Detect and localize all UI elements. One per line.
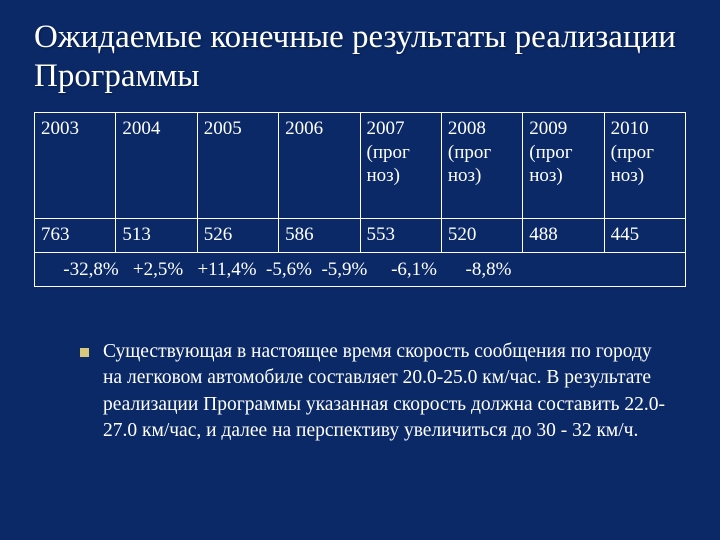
value-cell: 763	[35, 218, 116, 252]
year-cell: 2008 (прогноз)	[441, 112, 522, 218]
bullet-list: Существующая в настоящее время скорость …	[34, 339, 686, 444]
list-item: Существующая в настоящее время скорость …	[80, 339, 672, 444]
year-cell: 2007 (прогноз)	[360, 112, 441, 218]
year-cell: 2009 (прогноз)	[523, 112, 604, 218]
year-cell: 2005	[197, 112, 278, 218]
year-cell: 2010 (прогноз)	[604, 112, 685, 218]
value-cell: 445	[604, 218, 685, 252]
year-cell: 2003	[35, 112, 116, 218]
year-cell: 2006	[279, 112, 360, 218]
value-cell: 526	[197, 218, 278, 252]
value-cell: 553	[360, 218, 441, 252]
value-cell: 586	[279, 218, 360, 252]
table-row: 2003 2004 2005 2006 2007 (прогноз) 2008 …	[35, 112, 686, 218]
value-cell: 488	[523, 218, 604, 252]
year-cell: 2004	[116, 112, 197, 218]
change-cell: -32,8% +2,5% +11,4% -5,6% -5,9% -6,1% -8…	[35, 252, 686, 286]
table-row: 763 513 526 586 553 520 488 445	[35, 218, 686, 252]
slide-title: Ожидаемые конечные результаты реализации…	[34, 18, 686, 96]
bullet-icon	[80, 348, 89, 357]
bullet-text: Существующая в настоящее время скорость …	[103, 339, 672, 444]
results-table: 2003 2004 2005 2006 2007 (прогноз) 2008 …	[34, 112, 686, 287]
slide: Ожидаемые конечные результаты реализации…	[0, 0, 720, 540]
value-cell: 520	[441, 218, 522, 252]
table-row: -32,8% +2,5% +11,4% -5,6% -5,9% -6,1% -8…	[35, 252, 686, 286]
value-cell: 513	[116, 218, 197, 252]
